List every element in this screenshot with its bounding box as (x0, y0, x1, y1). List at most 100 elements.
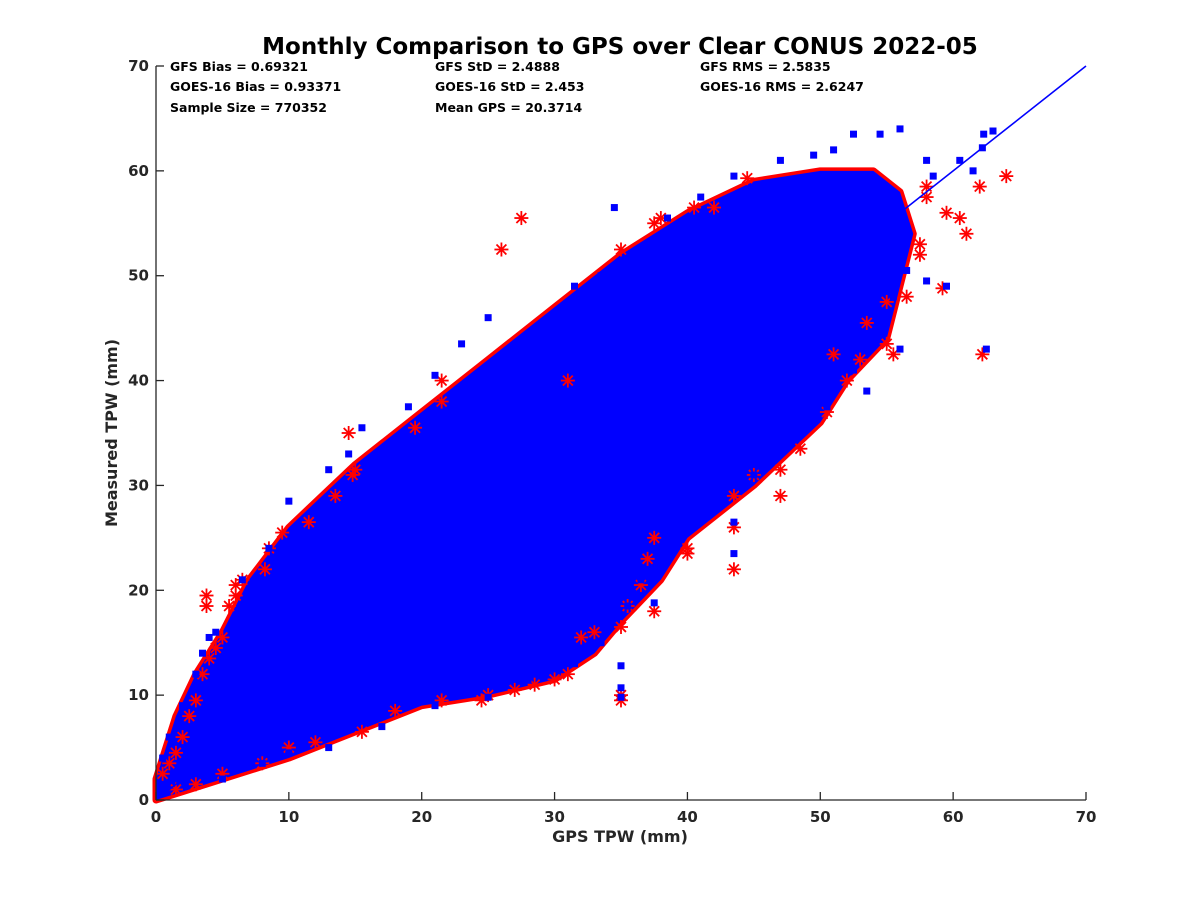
red-asterisk-point (587, 625, 602, 640)
red-asterisk-point (859, 315, 874, 330)
red-asterisk-point (680, 546, 695, 561)
blue-square-point (610, 204, 618, 212)
red-asterisk-point (912, 237, 927, 252)
stat-mean-gps: Mean GPS = 20.3714 (435, 100, 582, 115)
red-asterisk-point (341, 426, 356, 440)
plot-area (152, 65, 1087, 804)
blue-square-point (889, 293, 897, 301)
y-tick-label: 40 (128, 372, 149, 390)
blue-square-point (956, 156, 964, 164)
blue-square-point (458, 340, 466, 348)
blue-square-point (218, 775, 226, 783)
red-asterisk-point (275, 525, 290, 540)
red-asterisk-point (507, 682, 522, 697)
blue-square-point (624, 602, 632, 610)
red-asterisk-point (408, 420, 423, 435)
blue-square-point (980, 130, 988, 138)
blue-square-point (524, 675, 532, 683)
blue-square-point (484, 314, 492, 322)
blue-square-point (431, 702, 439, 710)
blue-square-point (830, 146, 838, 154)
stat-gfs-std: GFS StD = 2.4888 (435, 59, 560, 74)
x-tick-label: 70 (1076, 808, 1097, 826)
red-asterisk-point (560, 373, 575, 388)
blue-square-point (697, 193, 705, 201)
axes: 0 10 20 30 40 50 60 70 0 10 20 30 40 50 60 70 (128, 57, 1096, 826)
blue-square-point (929, 172, 937, 180)
blue-square-point (199, 649, 206, 657)
red-asterisk-point (388, 703, 403, 718)
blue-square-point (165, 733, 173, 741)
blue-square-point (258, 759, 266, 767)
y-tick-label: 60 (128, 162, 149, 180)
x-tick-label: 10 (278, 808, 299, 826)
stat-gfs-rms: GFS RMS = 2.5835 (700, 59, 831, 74)
x-ticks: 0 10 20 30 40 50 60 70 (151, 792, 1097, 826)
blue-square-point (989, 127, 997, 135)
blue-square-point (650, 599, 658, 607)
stat-goes-bias: GOES-16 Bias = 0.93371 (170, 79, 341, 94)
red-asterisk-point (899, 289, 914, 304)
red-asterisk-point (740, 171, 755, 186)
red-asterisk-point (188, 693, 203, 708)
red-asterisk-point (175, 730, 190, 745)
x-tick-label: 50 (810, 808, 831, 826)
blue-square-point (597, 272, 605, 280)
red-asterisk-point (301, 515, 316, 530)
stat-gfs-bias: GFS Bias = 0.69321 (170, 59, 308, 74)
red-asterisk-point (574, 630, 589, 645)
stat-sample-size: Sample Size = 770352 (170, 100, 327, 115)
blue-square-point (876, 130, 884, 138)
blue-square-point (378, 723, 386, 731)
red-asterisk-point (952, 211, 967, 226)
red-asterisk-point (614, 242, 628, 257)
blue-square-point (325, 466, 333, 474)
red-asterisk-point (328, 488, 343, 503)
red-asterisk-point (434, 693, 449, 708)
y-tick-label: 0 (139, 791, 149, 809)
blue-square-point (903, 266, 911, 274)
data-points (155, 125, 1014, 797)
red-asterisk-point (199, 588, 214, 603)
red-asterisk-point (348, 462, 363, 477)
red-asterisk-point (647, 604, 662, 619)
red-asterisk-point (494, 242, 509, 257)
red-asterisk-point (527, 677, 542, 692)
red-asterisk-point (155, 766, 170, 781)
data-cloud (152, 167, 917, 804)
y-tick-label: 20 (128, 581, 149, 599)
red-asterisk-point (208, 640, 223, 655)
red-asterisk-point (354, 724, 369, 739)
x-tick-label: 40 (677, 808, 698, 826)
red-asterisk-point (222, 599, 237, 614)
blue-square-point (730, 518, 738, 526)
blue-square-point (863, 387, 871, 395)
red-asterisk-point (879, 336, 894, 351)
blue-square-point (730, 550, 738, 558)
blue-square-point (212, 628, 220, 636)
statistics-annotations: GFS Bias = 0.69321 GFS StD = 2.4888 GFS … (170, 59, 864, 115)
blue-square-point (179, 702, 187, 710)
red-asterisk-point (188, 777, 203, 792)
blue-square-point (923, 156, 931, 164)
blue-square-point (969, 167, 977, 175)
blue-square-point (637, 576, 645, 584)
blue-square-point (265, 544, 273, 552)
blue-square-point (730, 172, 738, 180)
blue-square-point (571, 282, 578, 290)
red-asterisk-point (879, 294, 894, 309)
blue-square-point (617, 662, 625, 670)
blue-square-point (823, 403, 831, 411)
blue-square-point (159, 754, 167, 762)
blue-square-point (205, 633, 213, 641)
x-axis-label: GPS TPW (mm) (552, 827, 688, 846)
blue-square-point (810, 151, 818, 159)
red-asterisk-point (168, 745, 183, 760)
blue-square-point (896, 345, 904, 353)
blue-square-point (850, 366, 857, 374)
x-tick-label: 0 (151, 808, 161, 826)
red-asterisk-point (560, 667, 575, 682)
y-axis-label: Measured TPW (mm) (102, 339, 121, 527)
y-ticks: 0 10 20 30 40 50 60 70 (128, 57, 164, 809)
x-tick-label: 20 (411, 808, 432, 826)
